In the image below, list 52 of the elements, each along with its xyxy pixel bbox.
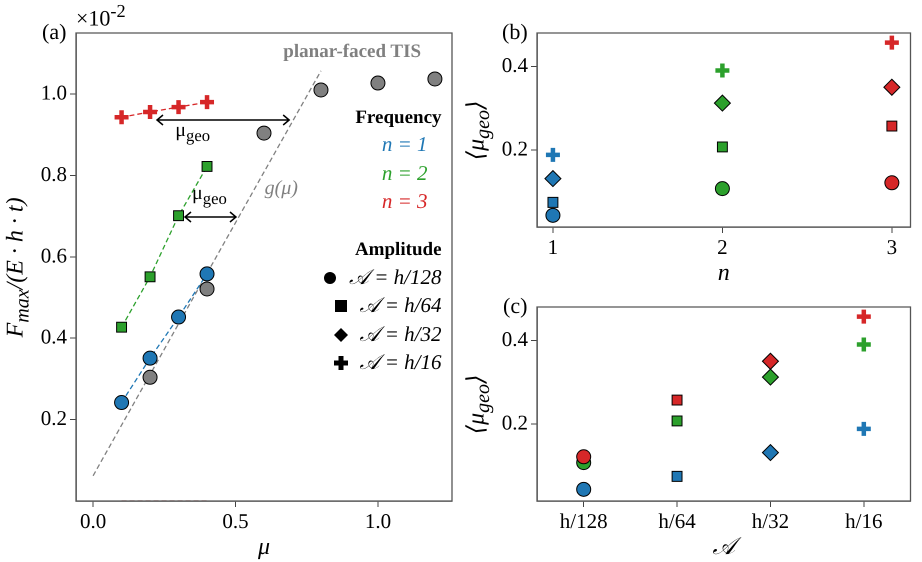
annotation: g(μ) (264, 176, 298, 199)
point (313, 82, 328, 98)
text: geo (186, 126, 210, 146)
point (200, 281, 215, 296)
text: n = 2 (380, 160, 429, 187)
annotation: 𝒜 = h/16 (360, 350, 442, 374)
annotation: Amplitude (354, 238, 442, 262)
point (370, 76, 386, 91)
chart-title: (a) (42, 19, 66, 44)
point (427, 71, 442, 86)
x-tick-label: 0.5 (222, 509, 249, 534)
y-tick-label: 0.6 (40, 243, 67, 268)
x-tick-label: h/64 (658, 509, 696, 534)
y-tick-label: 0.2 (40, 406, 67, 430)
text: ×10$^{-2}$ (76, 1, 126, 30)
point (256, 126, 272, 141)
point (142, 350, 158, 366)
y-tick-label: 0.2 (502, 410, 528, 434)
annotation: 𝒜 = h/64 (360, 293, 442, 318)
point (116, 322, 128, 333)
y-tick-label: 0.4 (502, 52, 528, 77)
chart-title: (c) (503, 293, 528, 318)
point (142, 370, 158, 385)
annotation: planar-faced TIS (283, 41, 422, 62)
point (144, 271, 156, 282)
legend-title: Frequency (354, 106, 442, 130)
x-tick-label: 1.0 (364, 509, 392, 534)
x-tick-label: h/32 (752, 509, 790, 534)
y-tick-label: 0.4 (40, 324, 68, 349)
y-tick-label: 1.0 (40, 80, 67, 105)
x-tick-label: 3 (886, 235, 898, 260)
point (114, 395, 130, 410)
annotation: 𝒜 = h/32 (360, 322, 442, 346)
annotation: μ$_{geo}$ (192, 182, 227, 208)
chart-title: (b) (502, 19, 528, 44)
text: n = 3 (380, 188, 429, 215)
point (171, 310, 186, 325)
x-tick-label: 0.0 (80, 509, 106, 534)
annotation: 𝒜 = h/128 (349, 264, 442, 289)
x-tick-label: 2 (717, 235, 728, 260)
point (202, 161, 212, 172)
y-tick-label: 0.2 (502, 136, 528, 160)
x-tick-label: 1 (548, 235, 558, 260)
x-tick-label: h/16 (845, 509, 882, 534)
y-tick-label: 0.4 (502, 326, 528, 351)
point (200, 266, 215, 282)
y-tick-label: 0.8 (40, 162, 67, 186)
text: μ (258, 534, 270, 560)
x-tick-label: h/128 (560, 509, 608, 534)
text: n = 1 (380, 131, 429, 158)
point (173, 210, 184, 222)
x-axis-title: n (718, 260, 730, 286)
